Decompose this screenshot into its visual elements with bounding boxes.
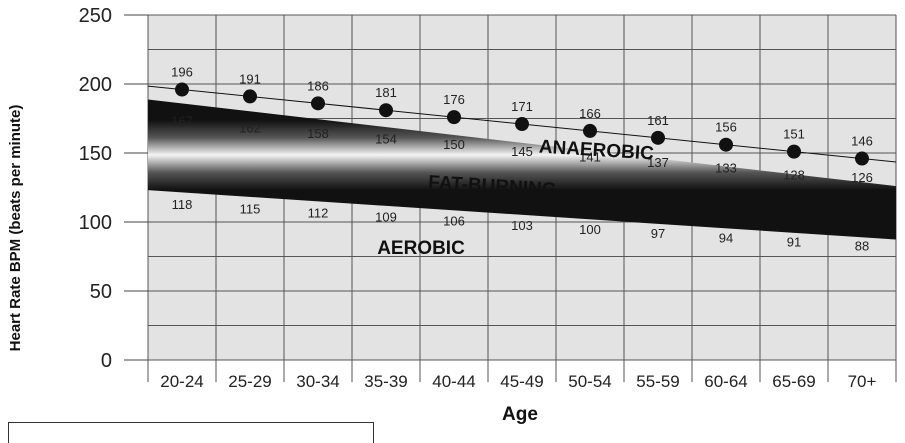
max-hr-value: 156 [715, 120, 737, 135]
max-heart-rate-points [175, 82, 869, 166]
max-hr-point [787, 144, 801, 159]
fat-burning-band [148, 99, 896, 240]
max-hr-value: 186 [307, 78, 329, 93]
max-hr-point [515, 117, 529, 132]
upper-hr-value: 150 [443, 137, 465, 152]
y-tick-label: 200 [79, 74, 112, 96]
max-hr-value: 146 [851, 134, 873, 149]
lower-hr-value: 97 [651, 226, 665, 241]
x-category-label: 45-49 [500, 372, 543, 391]
x-category-label: 70+ [848, 372, 877, 391]
y-tick-label: 150 [79, 143, 112, 165]
lower-hr-value: 118 [172, 197, 193, 212]
upper-hr-value: 133 [715, 160, 737, 175]
upper-hr-value: 162 [239, 120, 261, 135]
lower-hr-value: 106 [443, 214, 465, 229]
lower-hr-value: 109 [375, 210, 397, 225]
heart-rate-chart: 0 50 100 150 200 250 20-24 25-29 30-34 35-39 40-4… [7, 5, 897, 425]
x-category-label: 65-69 [772, 372, 815, 391]
upper-hr-value: 158 [307, 126, 329, 141]
x-category-label: 55-59 [636, 372, 679, 391]
lower-hr-value: 94 [719, 230, 733, 245]
legend-box [8, 422, 374, 443]
max-hr-point [719, 137, 733, 152]
max-hr-value: 196 [171, 65, 193, 80]
x-category-label: 60-64 [704, 372, 747, 391]
lower-hr-value: 100 [579, 222, 601, 237]
data-labels: 196 191 186 181 176 171 166 161 156 151 146 167 162 1… [171, 65, 873, 254]
upper-hr-value: 167 [171, 114, 193, 129]
max-hr-point [379, 103, 393, 118]
upper-hr-value: 154 [375, 131, 397, 146]
max-hr-point [447, 110, 461, 125]
x-category-label: 20-24 [160, 372, 203, 391]
x-axis: 20-24 25-29 30-34 35-39 40-44 45-49 50-54 55-59… [160, 372, 876, 391]
x-category-label: 35-39 [364, 372, 407, 391]
max-hr-value: 176 [443, 92, 465, 107]
y-axis: 0 50 100 150 200 250 [79, 5, 148, 372]
max-hr-point [651, 130, 665, 145]
lower-hr-value: 91 [787, 234, 801, 249]
x-axis-label: Age [502, 404, 538, 425]
zone-label-aerobic: AEROBIC [377, 238, 465, 259]
max-hr-point [583, 123, 597, 138]
max-hr-point [175, 82, 189, 97]
max-hr-value: 181 [375, 85, 397, 100]
max-hr-value: 151 [783, 127, 805, 142]
max-hr-point [243, 89, 257, 104]
max-hr-value: 161 [647, 113, 669, 128]
x-category-label: 40-44 [432, 372, 475, 391]
max-hr-point [311, 96, 325, 111]
max-hr-value: 171 [511, 99, 533, 114]
upper-hr-value: 126 [851, 170, 873, 185]
y-tick-label: 100 [79, 212, 112, 234]
max-hr-value: 191 [239, 71, 261, 86]
lower-hr-value: 88 [855, 239, 869, 254]
lower-hr-value: 103 [511, 218, 533, 233]
y-tick-label: 0 [101, 350, 112, 372]
x-category-label: 30-34 [296, 372, 339, 391]
upper-hr-value: 141 [579, 149, 601, 164]
lower-hr-value: 115 [240, 201, 261, 216]
y-axis-label: Heart Rate BPM (beats per minute) [7, 105, 24, 352]
upper-hr-value: 145 [511, 144, 533, 159]
lower-hr-value: 112 [308, 205, 329, 220]
upper-hr-value: 128 [783, 167, 805, 182]
upper-hr-value: 137 [647, 155, 669, 170]
x-category-label: 25-29 [228, 372, 271, 391]
y-tick-label: 250 [79, 5, 112, 27]
max-hr-value: 166 [579, 106, 601, 121]
max-hr-point [855, 151, 869, 166]
x-category-label: 50-54 [568, 372, 611, 391]
y-tick-label: 50 [90, 281, 112, 303]
